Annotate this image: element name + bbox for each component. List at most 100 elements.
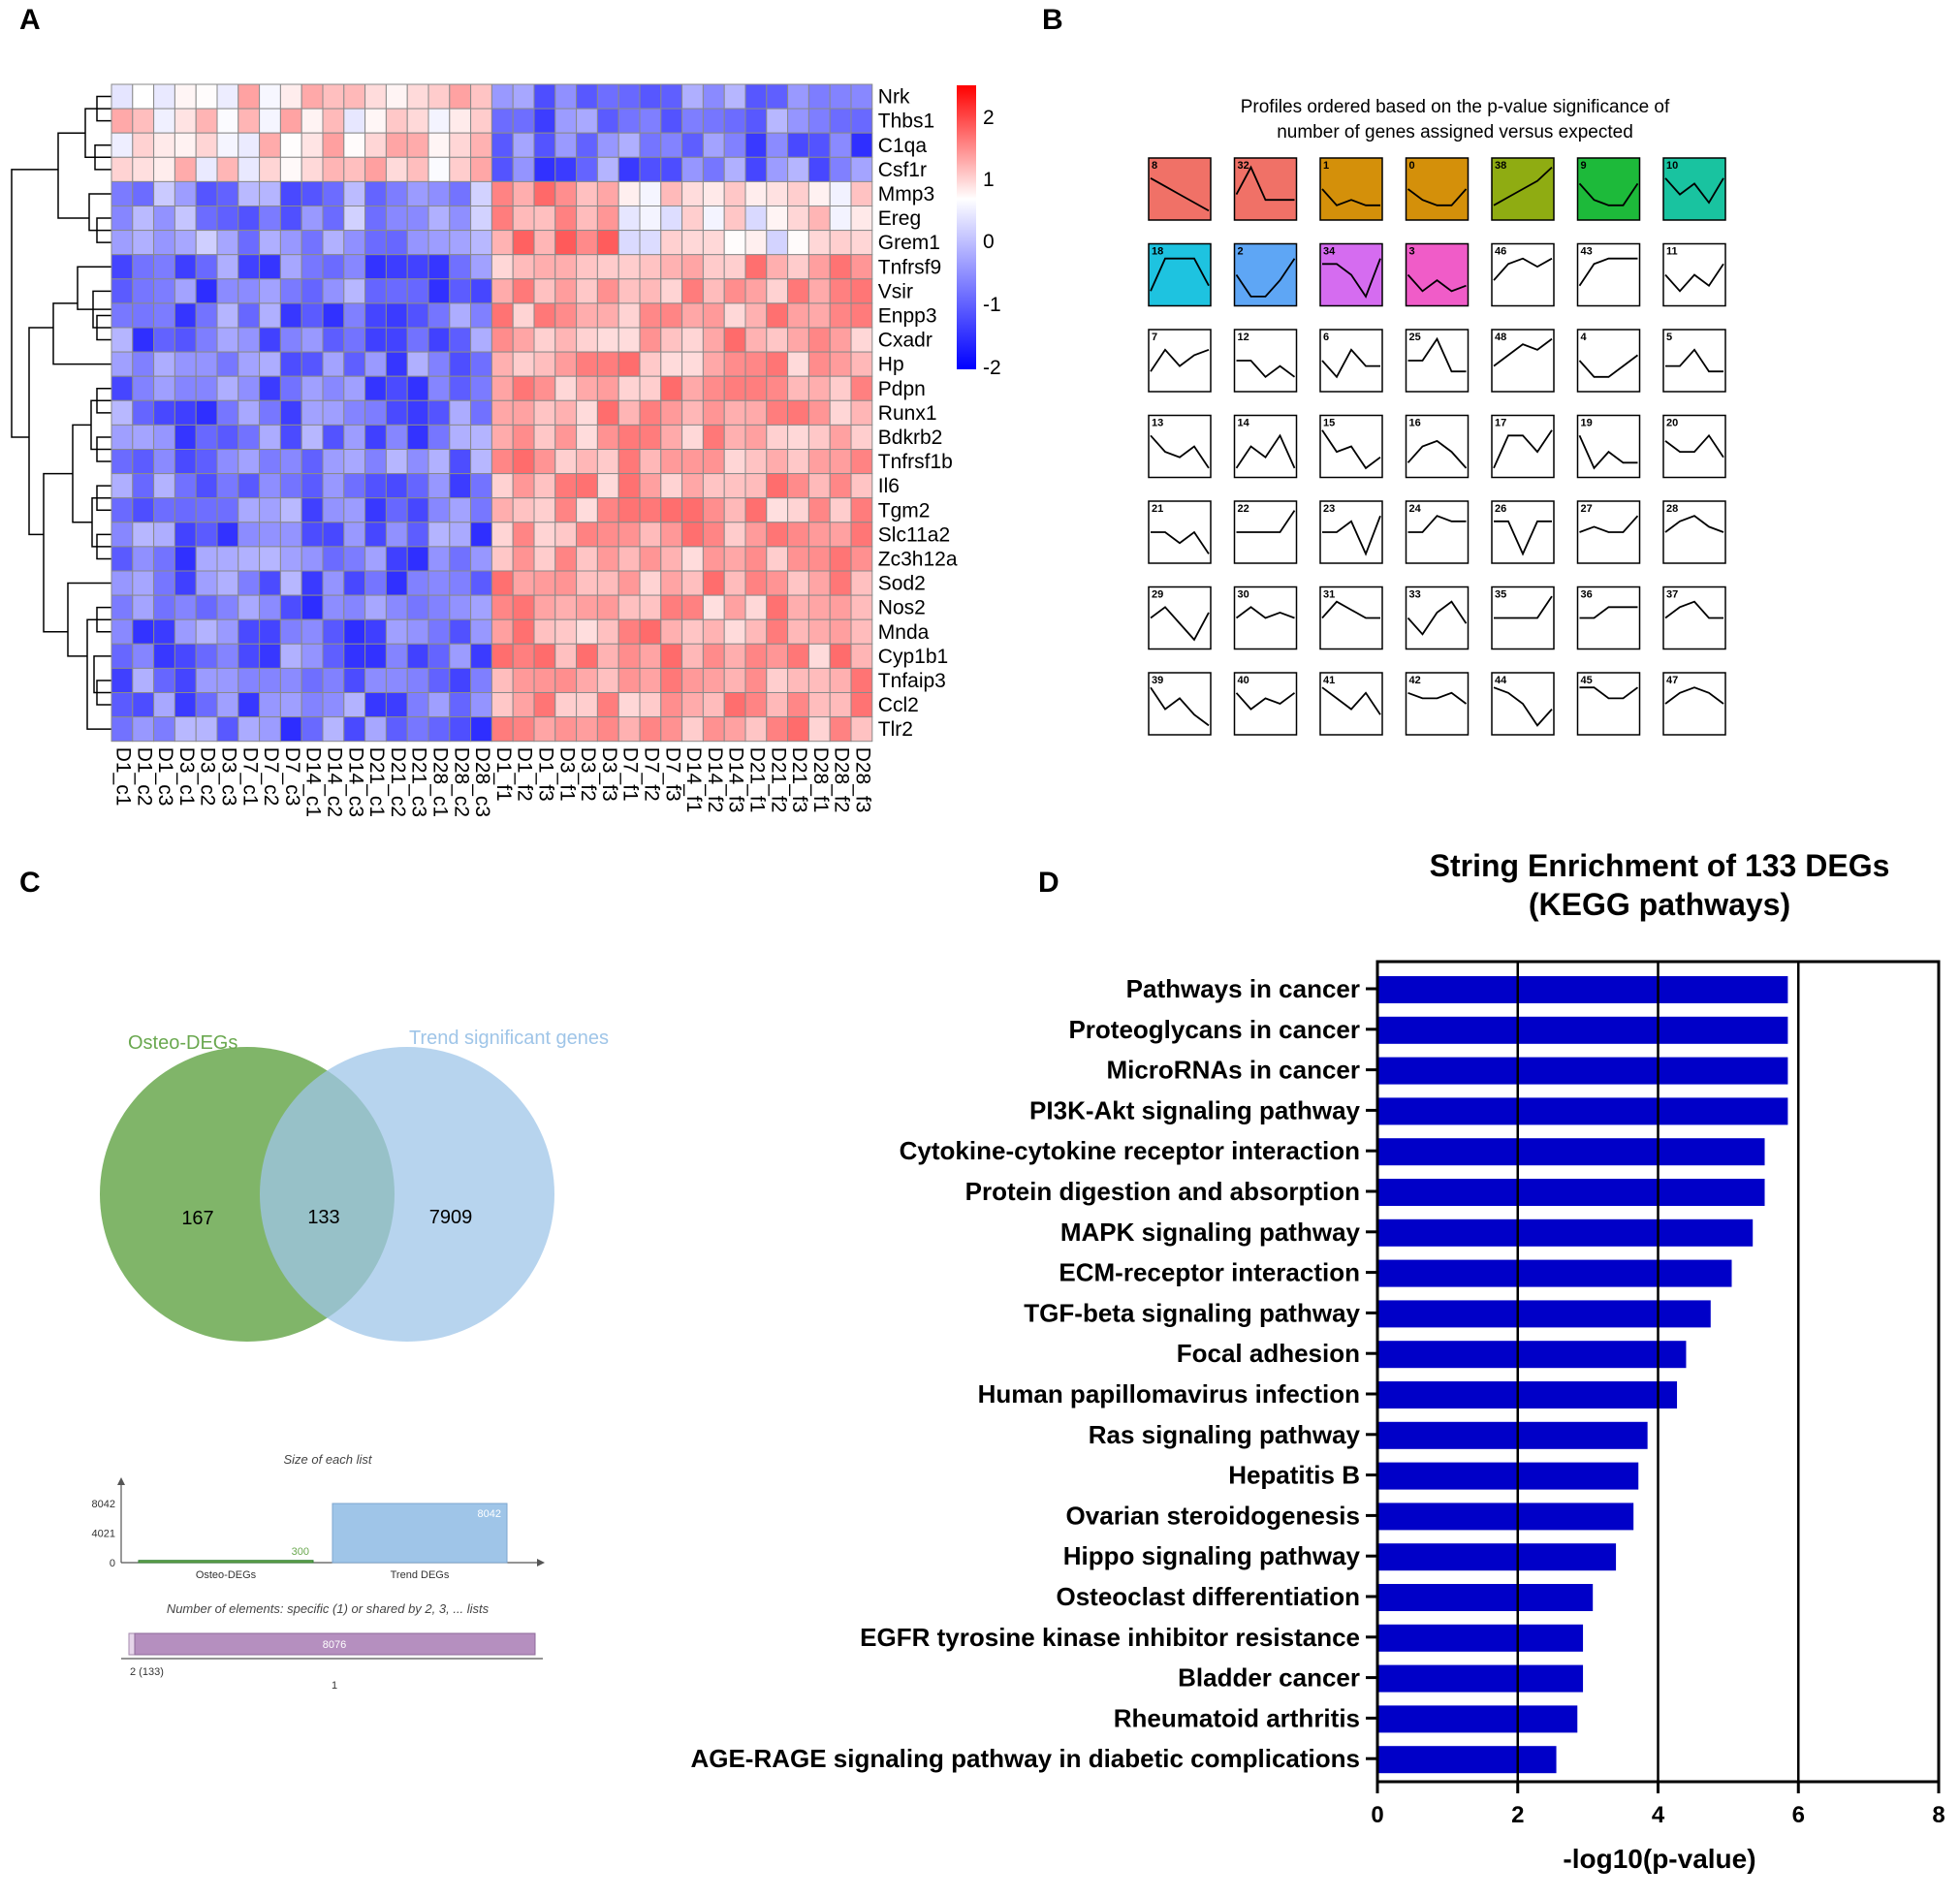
heatmap-cell xyxy=(322,449,345,475)
heatmap-cell xyxy=(449,424,472,450)
heatmap-cell xyxy=(766,83,789,110)
profile-id: 45 xyxy=(1581,675,1593,686)
profile-line xyxy=(1407,336,1467,373)
heatmap-cell xyxy=(554,254,578,280)
heatmap-cell xyxy=(554,546,578,572)
profile-id: 15 xyxy=(1323,418,1335,429)
heatmap-cell xyxy=(427,327,451,353)
venn-left-label: Osteo-DEGs xyxy=(128,1032,237,1054)
heatmap-cell xyxy=(259,473,281,499)
heatmap-cell xyxy=(470,156,492,182)
profile-id: 36 xyxy=(1581,589,1593,601)
heatmap-cell xyxy=(850,424,873,450)
heatmap-cell xyxy=(406,254,429,280)
heatmap-cell xyxy=(470,473,492,499)
heatmap-cell xyxy=(660,570,683,596)
heatmap-cell xyxy=(617,156,641,182)
bar xyxy=(1377,1584,1594,1611)
heatmap-cell xyxy=(132,254,155,280)
heatmap-cell xyxy=(364,716,387,743)
heatmap-cell xyxy=(660,618,683,645)
heatmap-cell xyxy=(300,156,324,182)
profile-line xyxy=(1150,686,1210,727)
heatmap-cell xyxy=(596,180,619,206)
heatmap-cell xyxy=(639,180,662,206)
category-label: PI3K-Akt signaling pathway xyxy=(1029,1095,1360,1124)
heatmap-cell xyxy=(449,278,472,304)
gene-label: Enpp3 xyxy=(878,304,937,327)
heatmap-cell xyxy=(617,230,641,256)
heatmap-cell xyxy=(449,206,472,232)
heatmap-cell xyxy=(364,667,387,694)
heatmap-cell xyxy=(153,570,175,596)
heatmap-cell xyxy=(490,692,514,718)
profile-box xyxy=(1405,242,1470,307)
heatmap-cell xyxy=(279,594,302,620)
heatmap-cell xyxy=(554,156,578,182)
gene-label: Cxadr xyxy=(878,330,933,352)
heatmap-cell xyxy=(385,618,408,645)
heatmap-cell xyxy=(322,594,345,620)
heatmap-cell xyxy=(807,449,831,475)
heatmap-cell xyxy=(744,618,768,645)
heatmap-cell xyxy=(702,424,725,450)
category-label: Hepatitis B xyxy=(1228,1461,1360,1490)
heatmap-cell xyxy=(470,254,492,280)
heatmap-cell xyxy=(216,667,239,694)
heatmap-cell xyxy=(216,230,239,256)
heatmap-cell xyxy=(512,643,535,669)
heatmap-cell xyxy=(470,570,492,596)
heatmap-cell xyxy=(385,570,408,596)
profile-id: 41 xyxy=(1323,675,1335,686)
heatmap-cell xyxy=(554,618,578,645)
heatmap-cell xyxy=(787,230,809,256)
heatmap-cell xyxy=(322,643,345,669)
heatmap-cell xyxy=(490,449,514,475)
heatmap-cell xyxy=(300,375,324,401)
profile-line xyxy=(1579,515,1639,533)
sample-label: D3_c1 xyxy=(175,747,198,807)
heatmap-cell xyxy=(449,473,472,499)
profile-id: 40 xyxy=(1238,675,1249,686)
heatmap-cell xyxy=(829,546,852,572)
heatmap-cell xyxy=(259,667,281,694)
heatmap-cell xyxy=(660,83,683,110)
profile-line xyxy=(1236,510,1296,533)
heatmap-cell xyxy=(216,399,239,426)
profile-id: 30 xyxy=(1238,589,1249,601)
heatmap-cell xyxy=(322,351,345,377)
profile-id: 44 xyxy=(1495,675,1507,686)
heatmap-cell xyxy=(470,230,492,256)
heatmap-cell xyxy=(132,230,155,256)
gene-label: Tgm2 xyxy=(878,499,931,522)
heatmap-cell xyxy=(596,351,619,377)
heatmap-cell xyxy=(787,449,809,475)
profile-id: 12 xyxy=(1238,332,1249,343)
heatmap-cell xyxy=(427,375,451,401)
heatmap-cell xyxy=(385,522,408,548)
heatmap-cell xyxy=(406,497,429,523)
heatmap-cell xyxy=(300,522,324,548)
heatmap-cell xyxy=(237,716,261,743)
heatmap-cell xyxy=(639,375,662,401)
heatmap-cell xyxy=(681,180,704,206)
heatmap-cell xyxy=(216,156,239,182)
heatmap-cell xyxy=(343,327,366,353)
heatmap-cell xyxy=(533,667,556,694)
heatmap-cell xyxy=(216,473,239,499)
heatmap-cell xyxy=(617,449,641,475)
heatmap-cell xyxy=(702,230,725,256)
heatmap-cell xyxy=(807,643,831,669)
legend-tick: 0 xyxy=(983,231,995,253)
heatmap-cell xyxy=(787,399,809,426)
heatmap-cell xyxy=(216,278,239,304)
heatmap-cell xyxy=(449,327,472,353)
profile-box xyxy=(1405,672,1470,736)
profile-id: 31 xyxy=(1323,589,1335,601)
heatmap-cell xyxy=(385,692,408,718)
sample-label: D28_f1 xyxy=(809,747,832,813)
profile-id: 47 xyxy=(1666,675,1678,686)
profile-id: 9 xyxy=(1581,160,1587,172)
heatmap-cell xyxy=(470,497,492,523)
sample-label: D28_f2 xyxy=(831,747,853,813)
